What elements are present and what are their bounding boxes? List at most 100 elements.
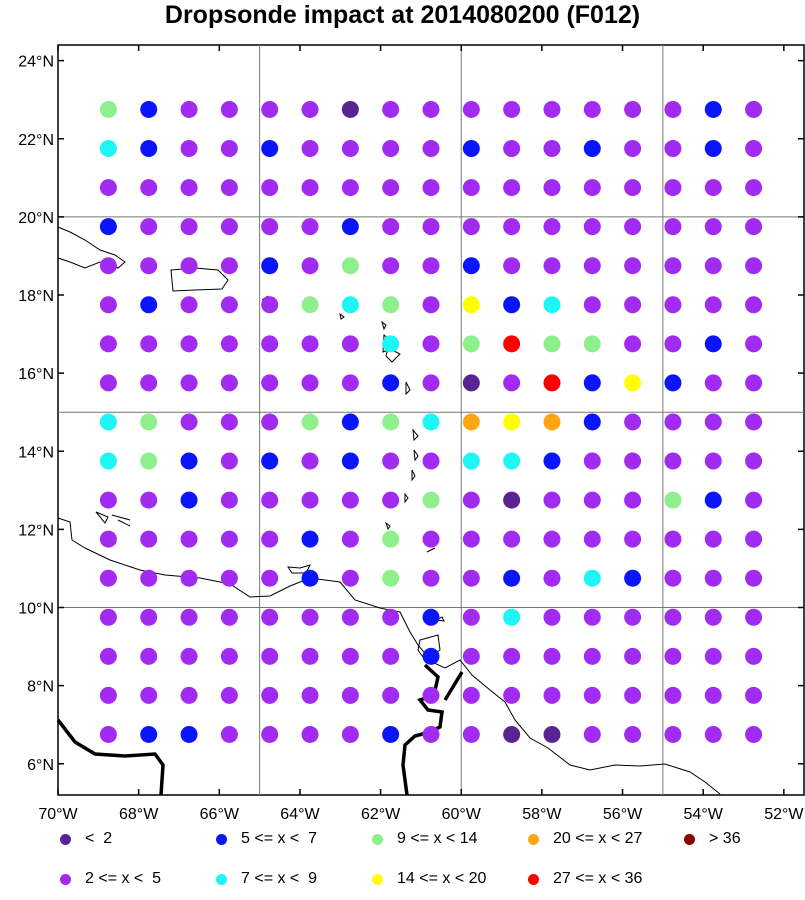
impact-dot	[664, 413, 682, 431]
impact-dot	[664, 647, 682, 665]
impact-dot	[704, 179, 722, 197]
impact-dot	[704, 491, 722, 509]
impact-dot	[382, 530, 400, 548]
impact-dot	[341, 218, 359, 236]
lon-tick-label: 66°W	[200, 806, 240, 823]
impact-dot	[261, 686, 279, 704]
lat-tick-label: 10°N	[18, 601, 54, 618]
impact-dot	[382, 491, 400, 509]
impact-dot	[664, 608, 682, 626]
impact-dot	[261, 179, 279, 197]
impact-dot	[301, 218, 319, 236]
impact-dot	[543, 530, 561, 548]
impact-dot	[745, 686, 763, 704]
impact-dot	[583, 452, 601, 470]
impact-dot	[180, 647, 198, 665]
impact-dot	[382, 100, 400, 118]
impact-dot	[462, 569, 480, 587]
impact-dot	[624, 257, 642, 275]
impact-dot	[543, 569, 561, 587]
impact-dot	[704, 100, 722, 118]
impact-dot	[624, 179, 642, 197]
impact-dot	[543, 647, 561, 665]
impact-dot	[503, 491, 521, 509]
impact-dot	[382, 608, 400, 626]
lat-tick-label: 12°N	[18, 522, 54, 539]
impact-dot	[422, 530, 440, 548]
impact-dot	[140, 100, 158, 118]
impact-dot	[382, 452, 400, 470]
impact-dot	[503, 140, 521, 158]
impact-dot	[341, 452, 359, 470]
impact-dot	[341, 140, 359, 158]
impact-dot	[745, 491, 763, 509]
impact-dot	[745, 140, 763, 158]
impact-dot	[382, 647, 400, 665]
impact-dot	[180, 257, 198, 275]
impact-dot	[99, 530, 117, 548]
impact-dot	[140, 647, 158, 665]
impact-dot	[220, 296, 238, 314]
lat-tick-label: 24°N	[18, 54, 54, 71]
impact-dot	[624, 725, 642, 743]
impact-dot	[422, 374, 440, 392]
coastlines	[56, 226, 721, 796]
impact-dot	[624, 608, 642, 626]
impact-dot	[422, 179, 440, 197]
impact-dot	[341, 335, 359, 353]
impact-dot	[180, 100, 198, 118]
impact-dot	[220, 413, 238, 431]
impact-dot	[382, 257, 400, 275]
impact-dot	[462, 335, 480, 353]
impact-dot	[180, 452, 198, 470]
impact-dot	[583, 100, 601, 118]
impact-dot	[341, 413, 359, 431]
lat-tick-label: 14°N	[18, 444, 54, 461]
impact-dot	[704, 725, 722, 743]
impact-dot	[462, 179, 480, 197]
impact-dot	[341, 179, 359, 197]
impact-dot	[462, 413, 480, 431]
impact-dot	[503, 686, 521, 704]
map-title: Dropsonde impact at 2014080200 (F012)	[164, 1, 641, 29]
impact-dot	[462, 452, 480, 470]
impact-dot	[745, 725, 763, 743]
impact-dot	[462, 140, 480, 158]
venezuela-island	[287, 564, 311, 574]
impact-dot	[422, 296, 440, 314]
impact-dot	[503, 608, 521, 626]
south-america-coast	[57, 517, 721, 795]
impact-dot	[583, 218, 601, 236]
impact-dot	[624, 686, 642, 704]
impact-dot	[99, 374, 117, 392]
impact-dot	[745, 413, 763, 431]
impact-dot	[261, 140, 279, 158]
impact-dot	[261, 725, 279, 743]
impact-dots	[99, 100, 763, 743]
impact-dot	[261, 374, 279, 392]
impact-dot	[664, 100, 682, 118]
impact-dot	[220, 257, 238, 275]
impact-dot	[261, 335, 279, 353]
impact-dot	[624, 530, 642, 548]
impact-dot	[745, 218, 763, 236]
impact-dot	[261, 569, 279, 587]
impact-dot	[220, 218, 238, 236]
impact-dot	[140, 218, 158, 236]
impact-dot	[99, 491, 117, 509]
impact-dot	[745, 296, 763, 314]
impact-dot	[261, 100, 279, 118]
impact-dot	[301, 608, 319, 626]
impact-dot	[664, 725, 682, 743]
impact-dot	[301, 647, 319, 665]
impact-dot	[301, 257, 319, 275]
impact-dot	[341, 296, 359, 314]
impact-dot	[583, 491, 601, 509]
lon-tick-label: 60°W	[442, 806, 482, 823]
impact-dot	[664, 452, 682, 470]
impact-dot	[583, 686, 601, 704]
impact-dot	[382, 374, 400, 392]
impact-dot	[624, 491, 642, 509]
impact-dot	[745, 100, 763, 118]
